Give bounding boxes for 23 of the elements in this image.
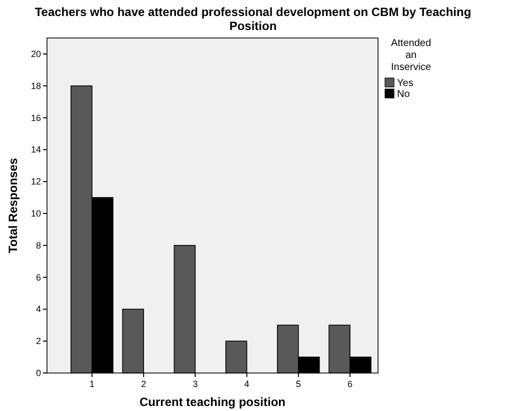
x-tick-label: 5 — [296, 379, 301, 389]
y-tick-label: 12 — [30, 176, 41, 187]
legend-label: Yes — [397, 78, 414, 89]
y-tick-label: 0 — [36, 368, 41, 378]
x-tick-label: 2 — [141, 379, 146, 389]
y-tick-label: 20 — [30, 48, 41, 59]
y-axis-title: Total Responses — [6, 158, 20, 254]
y-tick-label: 6 — [36, 272, 41, 282]
x-tick-label: 3 — [192, 379, 198, 389]
y-tick-label: 4 — [36, 304, 41, 314]
legend-label: No — [397, 89, 410, 100]
y-tick-label: 14 — [30, 144, 41, 155]
y-tick-label: 18 — [30, 80, 41, 91]
x-axis-title: Current teaching position — [139, 395, 286, 409]
y-tick-label: 16 — [30, 112, 41, 123]
y-tick-label: 8 — [36, 240, 41, 250]
chart-title: Teachers who have attended professional development on CBM by Teaching Position — [34, 5, 472, 33]
x-tick-label: 4 — [244, 379, 250, 389]
legend-title: Attended an Inservice — [390, 38, 432, 73]
x-tick-label: 1 — [89, 379, 95, 389]
x-tick-label: 6 — [347, 379, 353, 389]
y-tick-label: 10 — [30, 208, 41, 218]
y-tick-label: 2 — [36, 336, 41, 346]
